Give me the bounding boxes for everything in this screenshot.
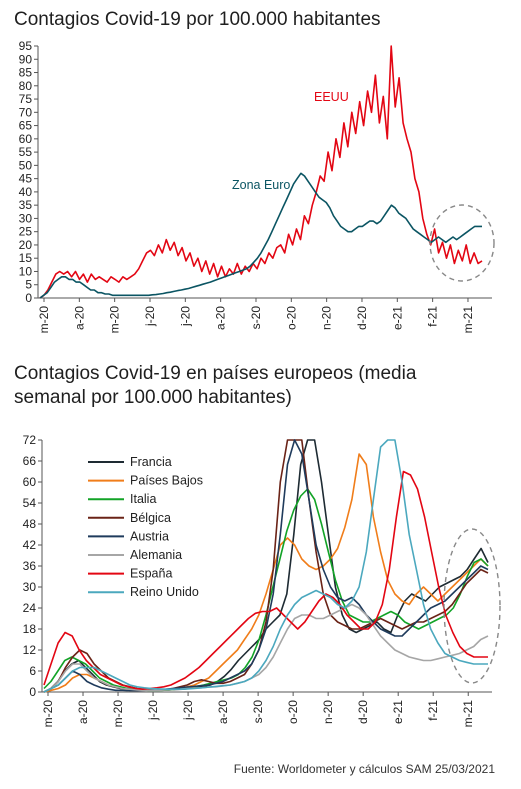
y-tick-label: 35 [19,198,33,212]
x-tick-label: m-20 [37,306,51,334]
legend-label: Alemania [130,548,182,562]
series-line-francia [43,439,489,693]
series-line-reino-unido [43,439,488,693]
y-tick-label: 40 [19,185,33,199]
series-label-eeuu: EEUU [314,90,349,104]
y-tick-label: 30 [19,211,33,225]
x-tick-label: a-20 [216,700,230,724]
x-tick-label: m-20 [108,306,122,334]
x-tick-label: f-21 [426,700,440,721]
legend-label: Países Bajos [130,474,203,488]
series-line-eeuu [39,45,483,299]
y-tick-label: 0 [29,685,36,699]
legend-label: Bélgica [130,511,171,525]
y-tick-label: 72 [23,433,37,447]
y-tick-label: 5 [25,278,32,292]
x-tick-label: a-20 [214,306,228,330]
x-tick-label: j-20 [178,306,192,327]
series-line-zona-euro [39,172,482,299]
x-tick-label: a-20 [72,306,86,330]
chart1-title: Contagios Covid-19 por 100.000 habitante… [14,9,381,30]
y-tick-label: 60 [19,132,33,146]
y-tick-label: 45 [19,172,33,186]
y-tick-label: 48 [23,517,37,531]
legend-label: España [130,567,172,581]
legend-label: Austria [130,529,169,543]
series-line-austria [43,439,489,693]
chart2-title: Contagios Covid-19 en países europeos (m… [14,363,417,408]
series-line-alemania [43,603,489,693]
y-tick-label: 75 [19,92,33,106]
x-tick-label: j-20 [146,700,160,721]
legend-label: Italia [130,492,156,506]
x-tick-label: o-20 [284,306,298,330]
x-tick-label: f-21 [426,306,440,327]
x-tick-label: n-20 [320,306,334,330]
y-tick-label: 85 [19,66,33,80]
y-tick-label: 60 [23,475,37,489]
y-tick-label: 6 [29,664,36,678]
x-tick-label: d-20 [355,306,369,330]
x-tick-label: j-20 [143,306,157,327]
y-tick-label: 10 [19,264,33,278]
highlight-circle [429,204,495,282]
y-tick-label: 0 [25,291,32,305]
y-tick-label: 90 [19,52,33,66]
series-label-zona-euro: Zona Euro [232,178,290,192]
legend-label: Reino Unido [130,585,199,599]
series-line-bélgica [43,439,489,693]
y-tick-label: 12 [23,643,37,657]
y-tick-label: 30 [23,580,37,594]
x-tick-label: e-21 [390,306,404,330]
x-tick-label: m-20 [41,700,55,728]
x-tick-label: a-20 [76,700,90,724]
x-tick-label: d-20 [356,700,370,724]
source-note: Fuente: Worldometer y cálculos SAM 25/03… [233,762,495,776]
y-tick-label: 66 [23,454,37,468]
series-line-españa [43,470,488,691]
y-tick-label: 50 [19,158,33,172]
y-tick-label: 42 [23,538,37,552]
y-tick-label: 18 [23,622,37,636]
x-tick-label: m-20 [111,700,125,728]
x-tick-label: o-20 [286,700,300,724]
y-tick-label: 95 [19,39,33,53]
x-tick-label: m-21 [461,306,475,334]
x-tick-label: m-21 [461,700,475,728]
x-tick-label: j-20 [181,700,195,721]
x-tick-label: s-20 [249,306,263,330]
y-tick-label: 65 [19,119,33,133]
y-tick-label: 54 [23,496,37,510]
series-line-italia [43,488,489,692]
highlight-circle [443,528,501,684]
y-tick-label: 36 [23,559,37,573]
y-tick-label: 15 [19,251,33,265]
x-tick-label: e-21 [391,700,405,724]
y-tick-label: 80 [19,79,33,93]
y-tick-label: 25 [19,225,33,239]
y-tick-label: 55 [19,145,33,159]
y-tick-label: 70 [19,105,33,119]
x-tick-label: s-20 [251,700,265,724]
y-tick-label: 20 [19,238,33,252]
legend-label: Francia [130,455,172,469]
y-tick-label: 24 [23,601,37,615]
x-tick-label: n-20 [321,700,335,724]
